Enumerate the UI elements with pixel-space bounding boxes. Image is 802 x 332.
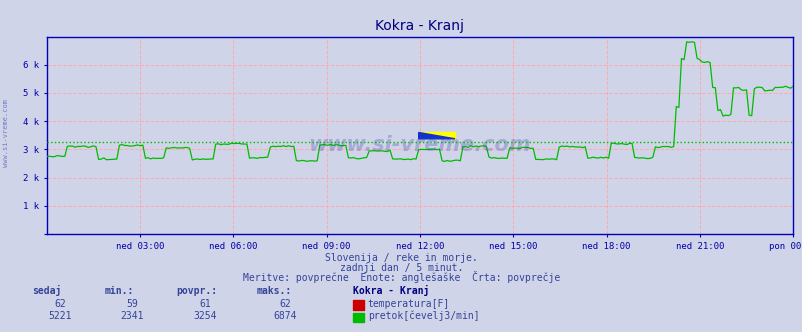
Text: sedaj: sedaj: [32, 285, 62, 296]
Text: 61: 61: [199, 299, 210, 309]
Text: zadnji dan / 5 minut.: zadnji dan / 5 minut.: [339, 263, 463, 273]
Text: min.:: min.:: [104, 286, 134, 296]
Text: Kokra - Kranj: Kokra - Kranj: [353, 285, 429, 296]
Text: 6874: 6874: [273, 311, 297, 321]
Text: 5221: 5221: [48, 311, 72, 321]
Text: 3254: 3254: [192, 311, 217, 321]
Text: www.si-vreme.com: www.si-vreme.com: [3, 99, 10, 167]
Text: maks.:: maks.:: [257, 286, 292, 296]
Text: pretok[čevelj3/min]: pretok[čevelj3/min]: [367, 311, 479, 321]
Text: www.si-vreme.com: www.si-vreme.com: [308, 135, 531, 155]
Text: temperatura[F]: temperatura[F]: [367, 299, 449, 309]
Text: 62: 62: [55, 299, 66, 309]
Text: Meritve: povprečne  Enote: anglešaške  Črta: povprečje: Meritve: povprečne Enote: anglešaške Črt…: [242, 271, 560, 283]
Text: 2341: 2341: [120, 311, 144, 321]
Text: povpr.:: povpr.:: [176, 286, 217, 296]
Text: 59: 59: [127, 299, 138, 309]
Text: Slovenija / reke in morje.: Slovenija / reke in morje.: [325, 253, 477, 263]
Polygon shape: [418, 132, 455, 139]
Text: 62: 62: [279, 299, 290, 309]
Title: Kokra - Kranj: Kokra - Kranj: [375, 19, 464, 33]
Polygon shape: [418, 132, 455, 139]
